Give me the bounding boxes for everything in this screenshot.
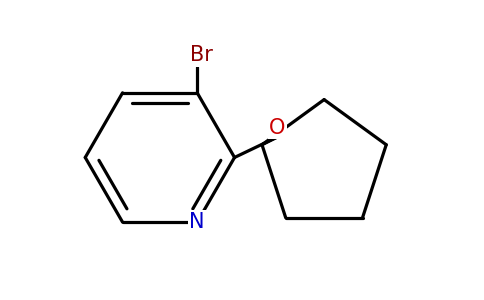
Text: Br: Br	[190, 46, 212, 65]
Text: O: O	[269, 118, 286, 138]
Text: N: N	[189, 212, 205, 232]
